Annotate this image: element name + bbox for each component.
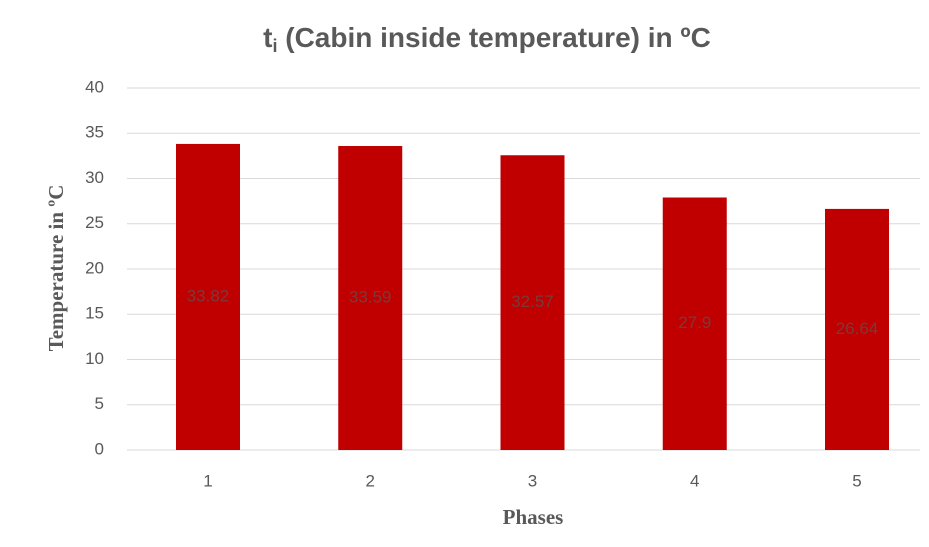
y-tick-label: 30: [85, 168, 104, 187]
x-tick-label: 3: [528, 471, 537, 490]
y-tick-label: 0: [95, 439, 104, 458]
bar: [825, 208, 889, 450]
y-tick-label: 40: [85, 77, 104, 96]
y-tick-label: 15: [85, 304, 104, 323]
y-tick-label: 5: [95, 394, 104, 413]
title-part: (Cabin inside temperature) in ºC: [277, 22, 710, 53]
data-label: 33.59: [349, 287, 392, 306]
bar: [662, 197, 727, 450]
x-tick-label: 2: [366, 471, 375, 490]
y-tick-label: 35: [85, 123, 104, 142]
data-label: 27.9: [678, 313, 711, 332]
x-tick-label: 1: [203, 471, 212, 490]
bar: [338, 146, 403, 450]
y-axis-label: Temperature in ºC: [44, 185, 68, 352]
x-tick-label: 4: [690, 471, 699, 490]
title-part: t: [263, 22, 272, 53]
data-label: 32.57: [511, 292, 554, 311]
data-label: 26.64: [836, 319, 879, 338]
y-tick-label: 20: [85, 258, 104, 277]
y-tick-label: 10: [85, 349, 104, 368]
bar: [176, 143, 240, 450]
chart-title: ti (Cabin inside temperature) in ºC: [263, 22, 711, 55]
title-subscript: i: [272, 36, 277, 56]
bar: [500, 155, 565, 450]
x-tick-label: 5: [852, 471, 861, 490]
y-tick-label: 25: [85, 213, 104, 232]
data-label: 33.82: [187, 286, 230, 305]
x-axis-label: Phases: [503, 505, 564, 529]
